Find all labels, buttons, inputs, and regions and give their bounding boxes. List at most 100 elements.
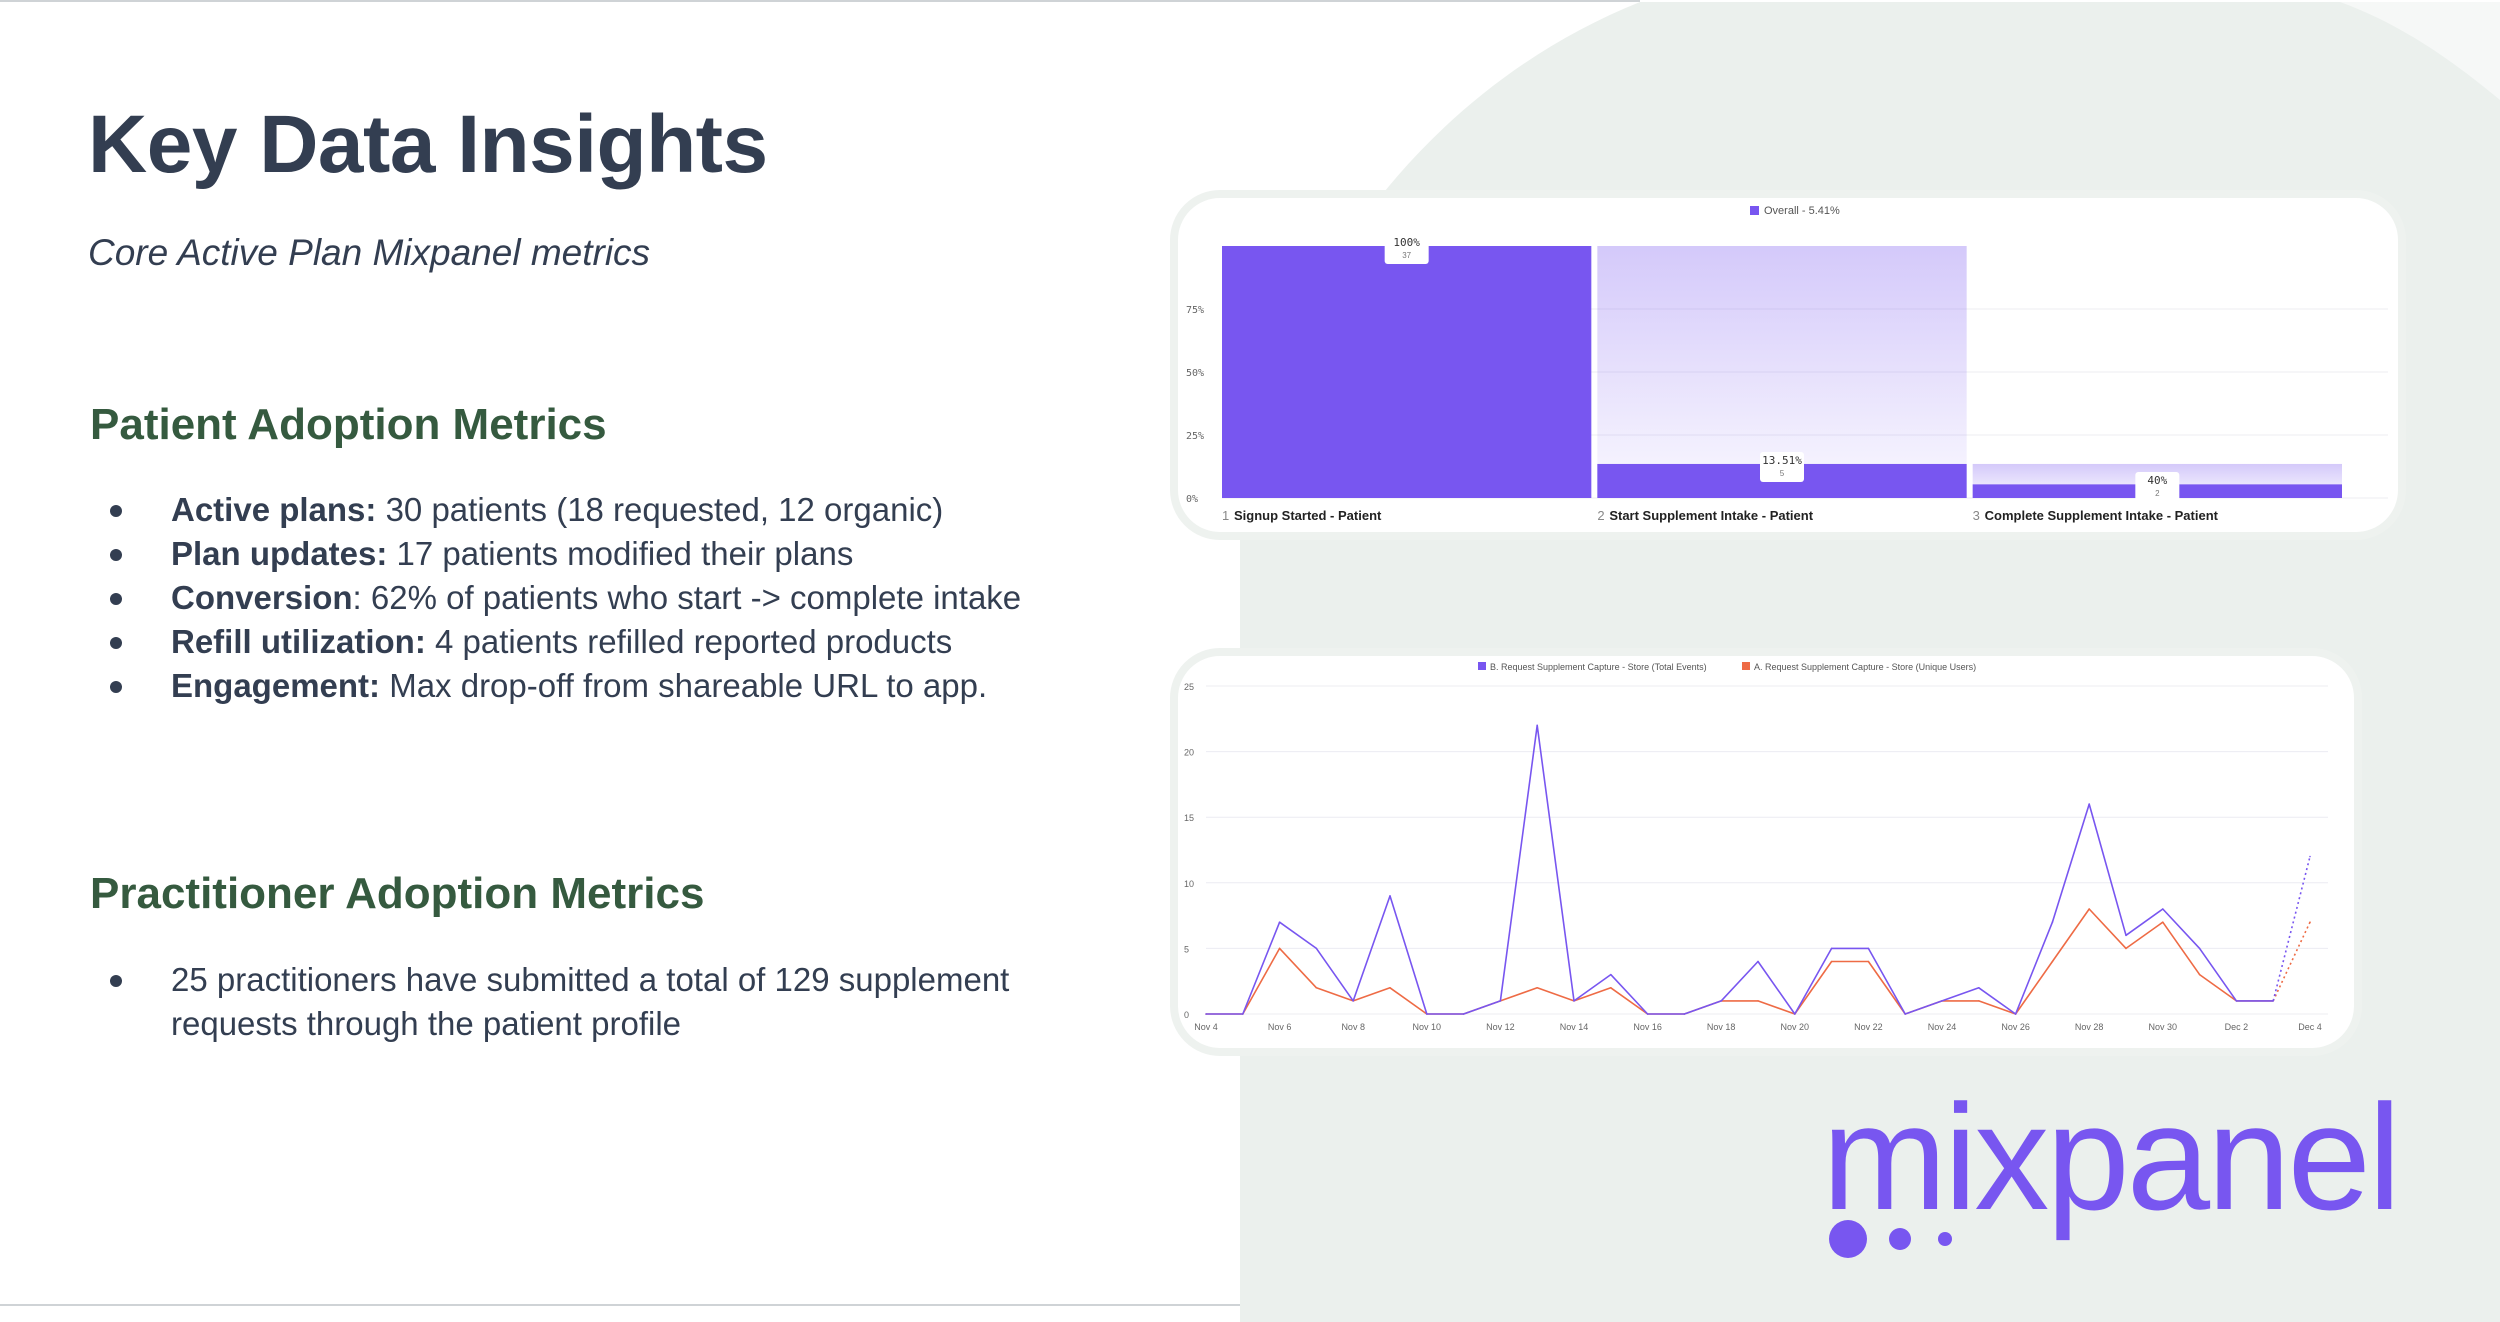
x-tick-label: Nov 12: [1486, 1022, 1515, 1032]
data-point: [1499, 1000, 1502, 1002]
legend-label: Overall - 5.41%: [1764, 205, 1840, 217]
series-line-partial: [2272, 921, 2311, 1002]
y-tick-label: 75%: [1186, 305, 1204, 316]
metric-text: 17 patients modified their plans: [387, 535, 854, 572]
data-point: [1794, 1013, 1796, 1015]
x-category-label: Signup Started - Patient: [1234, 508, 1382, 523]
step-number: 1: [1222, 508, 1229, 523]
data-point: [2272, 1000, 2274, 1002]
data-point: [1389, 986, 1391, 989]
x-tick-label: Nov 28: [2075, 1022, 2104, 1032]
slide-subtitle: Core Active Plan Mixpanel metrics: [88, 232, 651, 273]
metric-text: 30 patients (18 requested, 12 organic): [376, 491, 944, 528]
step-number: 2: [1597, 508, 1604, 523]
metric-text: 25 practitioners have submitted a total …: [171, 961, 1010, 1042]
x-tick-label: Nov 30: [2149, 1022, 2178, 1032]
bar-count-label: 37: [1402, 251, 1411, 260]
data-point: [1720, 1000, 1722, 1002]
data-point: [2125, 934, 2127, 937]
logo-dot-small: [1938, 1232, 1952, 1246]
data-point: [2309, 921, 2311, 923]
x-tick-label: Nov 6: [1268, 1022, 1292, 1032]
list-item: Active plans: 30 patients (18 requested,…: [100, 488, 1021, 532]
data-point: [1610, 986, 1612, 989]
metric-label: Plan updates:: [171, 535, 388, 572]
x-tick-label: Nov 14: [1560, 1022, 1589, 1032]
x-tick-label: Nov 16: [1633, 1022, 1662, 1032]
x-tick-label: Nov 24: [1928, 1022, 1957, 1032]
list-item: Engagement: Max drop-off from shareable …: [100, 664, 1021, 708]
bar-percent-label: 100%: [1393, 236, 1420, 249]
y-tick-label: 10: [1184, 879, 1194, 889]
bar-percent-label: 13.51%: [1762, 454, 1802, 467]
bar-percent-label: 40%: [2147, 474, 2167, 487]
series-line: [1206, 908, 2274, 1015]
data-point: [2051, 960, 2054, 963]
legend-swatch: [1742, 662, 1750, 670]
funnel-chart: Overall - 5.41% 0% 25% 50% 75% 100% 37 1 Signup …: [1186, 205, 2388, 523]
line-chart: B. Request Supplement Capture - Store (T…: [1184, 662, 2328, 1032]
legend-label: A. Request Supplement Capture - Store (U…: [1754, 662, 1976, 672]
data-point: [2162, 908, 2164, 910]
data-point: [2162, 921, 2164, 923]
x-tick-label: Nov 26: [2001, 1022, 2030, 1032]
x-tick-label: Nov 18: [1707, 1022, 1736, 1032]
data-point: [1536, 724, 1538, 727]
data-point: [1757, 960, 1759, 963]
bar-label-badge: [1384, 234, 1429, 264]
list-item: Conversion: 62% of patients who start ->…: [100, 576, 1021, 620]
data-point: [1242, 1013, 1244, 1015]
data-point: [2198, 947, 2201, 950]
y-tick-label: 0: [1184, 1010, 1189, 1020]
data-point: [2235, 1000, 2238, 1002]
y-tick-label: 25%: [1186, 431, 1204, 442]
metric-label: Conversion: [171, 579, 353, 616]
legend-swatch: [1750, 206, 1759, 215]
y-tick-label: 0%: [1186, 494, 1198, 505]
slide-title: Key Data Insights: [88, 99, 768, 190]
data-point: [1978, 986, 1980, 989]
data-point: [1904, 1013, 1906, 1015]
data-point: [1278, 947, 1281, 950]
metric-text: 4 patients refilled reported products: [425, 623, 953, 660]
data-point: [1315, 986, 1318, 989]
list-item: Refill utilization: 4 patients refilled …: [100, 620, 1021, 664]
metric-label: Active plans:: [171, 491, 377, 528]
data-point: [1205, 1013, 1207, 1015]
data-point: [1830, 960, 1833, 963]
x-tick-label: Nov 4: [1194, 1022, 1218, 1032]
data-point: [1462, 1013, 1465, 1015]
x-tick-label: Dec 2: [2225, 1022, 2249, 1032]
data-point: [2125, 947, 2127, 950]
data-point: [1536, 986, 1538, 989]
x-tick-label: Nov 8: [1341, 1022, 1365, 1032]
data-point: [1757, 1000, 1759, 1002]
list-item: Plan updates: 17 patients modified their…: [100, 532, 1021, 576]
data-point: [2309, 855, 2311, 858]
mixpanel-logo-wordmark: mixpanel: [1822, 1073, 2401, 1241]
bottom-divider: [0, 1304, 1240, 1306]
data-point: [2051, 921, 2054, 923]
logo-dot-medium: [1889, 1228, 1911, 1250]
data-point: [1830, 947, 1833, 950]
legend-swatch: [1478, 662, 1486, 670]
data-point: [1389, 895, 1391, 897]
bar-count-label: 5: [1780, 469, 1785, 478]
x-tick-label: Nov 20: [1781, 1022, 1810, 1032]
series-line-partial: [2272, 856, 2311, 1002]
data-point: [1867, 947, 1870, 950]
data-point: [1978, 1000, 1980, 1002]
practitioner-metrics-list: 25 practitioners have submitted a total …: [100, 958, 1100, 1046]
metric-label: Refill utilization:: [171, 623, 426, 660]
x-tick-label: Dec 4: [2298, 1022, 2322, 1032]
x-tick-label: Nov 22: [1854, 1022, 1883, 1032]
step-number: 3: [1973, 508, 1980, 523]
patient-metrics-list: Active plans: 30 patients (18 requested,…: [100, 488, 1021, 708]
funnel-chart-card: Overall - 5.41% 0% 25% 50% 75% 100% 37 1 Signup …: [1170, 190, 2406, 540]
patient-metrics-heading: Patient Adoption Metrics: [90, 400, 607, 449]
data-point: [1941, 1000, 1943, 1002]
data-point: [1573, 1000, 1575, 1002]
data-point: [2088, 908, 2090, 910]
data-point: [2088, 803, 2090, 805]
data-point: [1683, 1013, 1686, 1015]
